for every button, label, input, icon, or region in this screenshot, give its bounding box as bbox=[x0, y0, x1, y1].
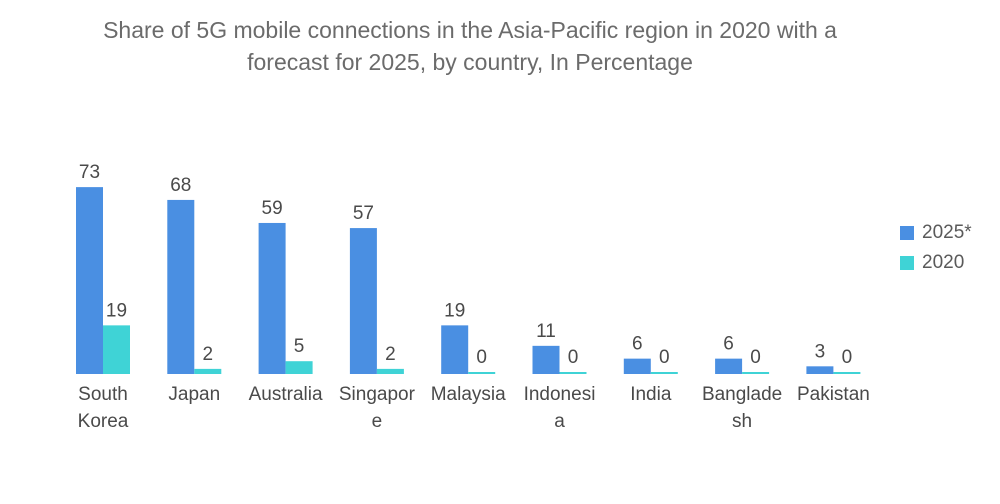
bar-indonesia-2020 bbox=[559, 372, 587, 374]
chart-title-line-2: forecast for 2025, by country, In Percen… bbox=[247, 49, 693, 75]
bar-malaysia-2020 bbox=[468, 372, 496, 374]
bar-australia-2025 bbox=[258, 222, 286, 374]
legend-swatch-2020 bbox=[900, 256, 914, 270]
legend-item-2025: 2025* bbox=[900, 218, 972, 248]
data-label-southkorea-2025: 73 bbox=[79, 162, 100, 183]
data-label-australia-2020: 5 bbox=[294, 336, 305, 357]
data-label-japan-2025: 68 bbox=[170, 175, 191, 196]
category-label-singapore: Singapor bbox=[339, 384, 416, 405]
category-label-bangladesh: sh bbox=[732, 411, 752, 432]
data-label-southkorea-2020: 19 bbox=[106, 300, 127, 321]
data-label-singapore-2025: 57 bbox=[353, 203, 374, 224]
data-label-malaysia-2025: 19 bbox=[444, 300, 465, 321]
bar-bangladesh-2020 bbox=[742, 372, 770, 374]
category-label-malaysia: Malaysia bbox=[431, 384, 506, 405]
legend: 2025* 2020 bbox=[900, 218, 972, 278]
data-label-japan-2020: 2 bbox=[203, 344, 214, 365]
bar-japan-2020 bbox=[194, 368, 222, 374]
category-label-singapore: e bbox=[372, 411, 383, 432]
chart-title: Share of 5G mobile connections in the As… bbox=[0, 14, 940, 78]
bar-singapore-2025 bbox=[349, 228, 377, 374]
bar-india-2020 bbox=[650, 372, 678, 374]
category-label-pakistan: Pakistan bbox=[797, 384, 870, 405]
data-label-indonesia-2020: 0 bbox=[568, 347, 579, 368]
category-label-australia: Australia bbox=[249, 384, 323, 405]
data-label-australia-2025: 59 bbox=[262, 198, 283, 219]
data-label-pakistan-2020: 0 bbox=[842, 347, 853, 368]
category-label-india: India bbox=[630, 384, 672, 405]
data-label-pakistan-2025: 3 bbox=[815, 341, 826, 362]
legend-label-2025: 2025* bbox=[922, 222, 972, 243]
bar-malaysia-2025 bbox=[441, 325, 469, 374]
data-label-singapore-2020: 2 bbox=[385, 344, 396, 365]
bar-pakistan-2025 bbox=[806, 366, 834, 374]
category-label-southkorea: South bbox=[78, 384, 128, 405]
chart-title-line-1: Share of 5G mobile connections in the As… bbox=[103, 17, 837, 43]
bar-southkorea-2025 bbox=[76, 187, 103, 374]
data-label-bangladesh-2020: 0 bbox=[750, 347, 761, 368]
bar-pakistan-2020 bbox=[833, 372, 861, 374]
legend-label-2020: 2020 bbox=[922, 252, 965, 273]
bar-australia-2020 bbox=[285, 361, 313, 374]
bar-bangladesh-2025 bbox=[715, 358, 743, 374]
category-label-southkorea: Korea bbox=[78, 411, 129, 432]
category-label-japan: Japan bbox=[168, 384, 220, 405]
data-label-bangladesh-2025: 6 bbox=[723, 334, 734, 355]
legend-swatch-2025 bbox=[900, 226, 914, 240]
bar-japan-2025 bbox=[167, 199, 195, 374]
bar-indonesia-2025 bbox=[532, 345, 560, 374]
category-label-indonesia: Indonesi bbox=[524, 384, 596, 405]
data-label-india-2020: 0 bbox=[659, 347, 670, 368]
category-label-bangladesh: Banglade bbox=[702, 384, 782, 405]
data-label-india-2025: 6 bbox=[632, 334, 643, 355]
bar-singapore-2020 bbox=[376, 368, 404, 374]
category-label-indonesia: a bbox=[554, 411, 565, 432]
legend-item-2020: 2020 bbox=[900, 248, 972, 278]
bar-southkorea-2020 bbox=[103, 325, 130, 374]
data-label-malaysia-2020: 0 bbox=[476, 347, 487, 368]
data-label-indonesia-2025: 11 bbox=[536, 321, 556, 342]
bar-india-2025 bbox=[623, 358, 651, 374]
